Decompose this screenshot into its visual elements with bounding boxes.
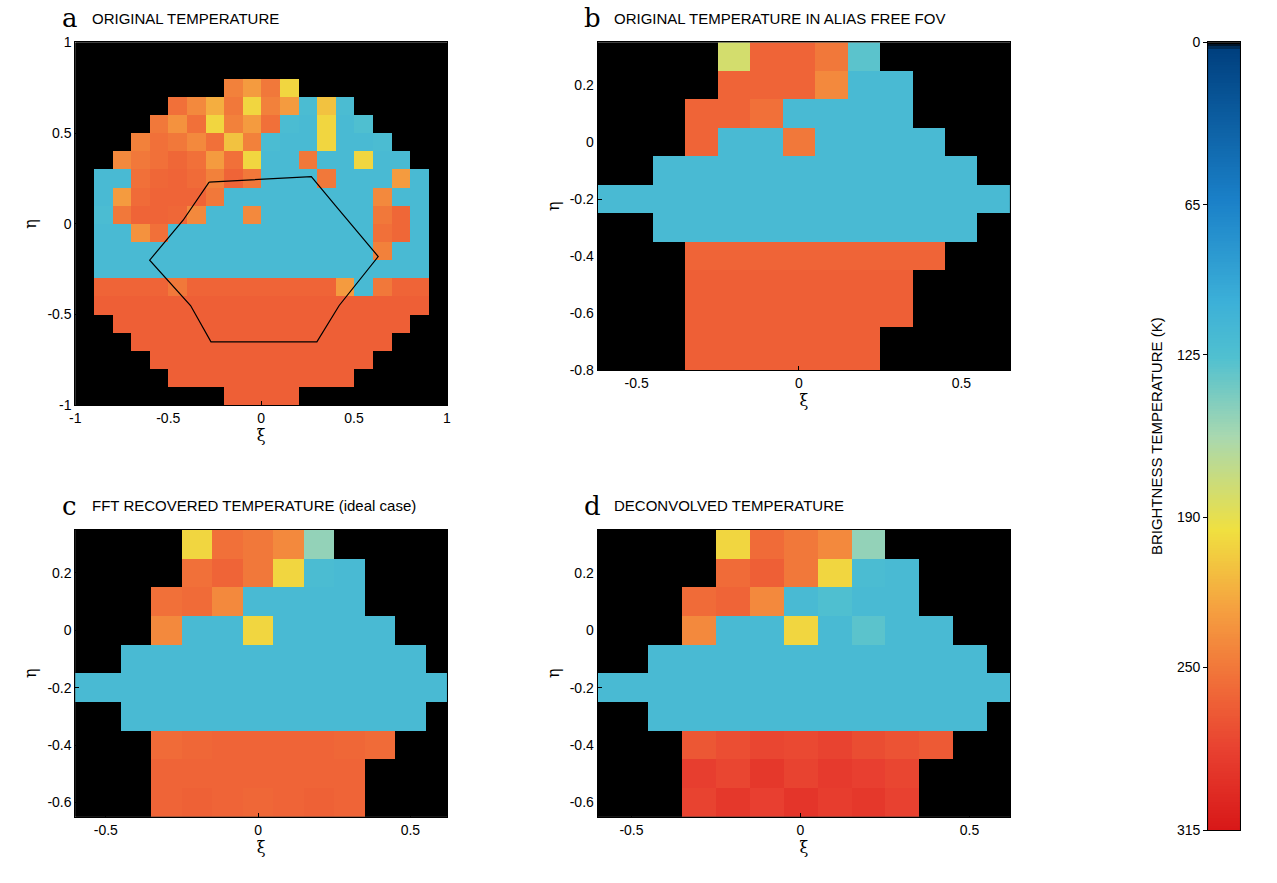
svg-text:-0.5: -0.5 (619, 822, 643, 838)
svg-text:d: d (584, 491, 601, 521)
svg-text:-0.2: -0.2 (570, 680, 594, 696)
svg-text:-0.4: -0.4 (47, 737, 71, 753)
svg-text:0.5: 0.5 (52, 125, 72, 141)
svg-text:125: 125 (1177, 347, 1201, 363)
svg-text:190: 190 (1177, 509, 1201, 525)
svg-text:250: 250 (1177, 659, 1201, 675)
svg-text:0: 0 (64, 216, 72, 232)
svg-text:0: 0 (586, 134, 594, 150)
svg-text:0: 0 (586, 622, 594, 638)
svg-text:c: c (62, 491, 77, 521)
svg-text:-0.8: -0.8 (570, 362, 594, 378)
svg-text:ξ: ξ (257, 426, 266, 445)
svg-text:-0.4: -0.4 (570, 248, 594, 264)
svg-text:η: η (21, 668, 40, 678)
svg-text:0.2: 0.2 (52, 565, 72, 581)
svg-text:1: 1 (64, 34, 72, 50)
svg-text:0.2: 0.2 (574, 565, 594, 581)
svg-text:η: η (544, 668, 563, 678)
svg-text:0: 0 (795, 375, 803, 391)
svg-text:η: η (544, 201, 563, 211)
svg-text:-0.5: -0.5 (625, 375, 649, 391)
svg-text:FFT RECOVERED TEMPERATURE (ide: FFT RECOVERED TEMPERATURE (ideal case) (92, 497, 416, 514)
svg-text:-0.2: -0.2 (47, 680, 71, 696)
svg-text:DECONVOLVED TEMPERATURE: DECONVOLVED TEMPERATURE (614, 497, 844, 514)
svg-text:ORIGINAL TEMPERATURE: ORIGINAL TEMPERATURE (92, 10, 279, 27)
svg-text:-0.2: -0.2 (570, 191, 594, 207)
svg-text:0: 0 (257, 410, 265, 426)
svg-text:-0.5: -0.5 (156, 410, 180, 426)
svg-text:ξ: ξ (799, 838, 808, 857)
svg-text:η: η (21, 219, 40, 229)
svg-text:0: 0 (1192, 34, 1200, 50)
svg-text:-0.5: -0.5 (94, 822, 118, 838)
svg-text:65: 65 (1185, 197, 1201, 213)
svg-text:-0.6: -0.6 (570, 305, 594, 321)
svg-text:-0.6: -0.6 (570, 794, 594, 810)
svg-text:315: 315 (1177, 822, 1201, 838)
svg-text:0.5: 0.5 (960, 822, 980, 838)
svg-text:BRIGHTNESS TEMPERATURE (K): BRIGHTNESS TEMPERATURE (K) (1148, 317, 1165, 555)
svg-text:ORIGINAL TEMPERATURE IN ALIAS: ORIGINAL TEMPERATURE IN ALIAS FREE FOV (614, 10, 945, 27)
svg-text:0: 0 (797, 822, 805, 838)
svg-text:b: b (584, 3, 601, 33)
svg-text:0: 0 (254, 822, 262, 838)
svg-text:0.2: 0.2 (574, 77, 594, 93)
svg-text:-1: -1 (59, 397, 72, 413)
svg-text:0: 0 (64, 622, 72, 638)
svg-text:ξ: ξ (799, 391, 808, 410)
svg-text:-0.6: -0.6 (47, 794, 71, 810)
svg-text:0.5: 0.5 (344, 410, 364, 426)
svg-text:-1: -1 (69, 410, 82, 426)
svg-text:0.5: 0.5 (952, 375, 972, 391)
svg-text:ξ: ξ (257, 838, 266, 857)
svg-text:0.5: 0.5 (401, 822, 421, 838)
svg-text:1: 1 (443, 410, 451, 426)
svg-text:-0.4: -0.4 (570, 737, 594, 753)
svg-text:-0.5: -0.5 (47, 306, 71, 322)
svg-text:a: a (62, 3, 78, 33)
